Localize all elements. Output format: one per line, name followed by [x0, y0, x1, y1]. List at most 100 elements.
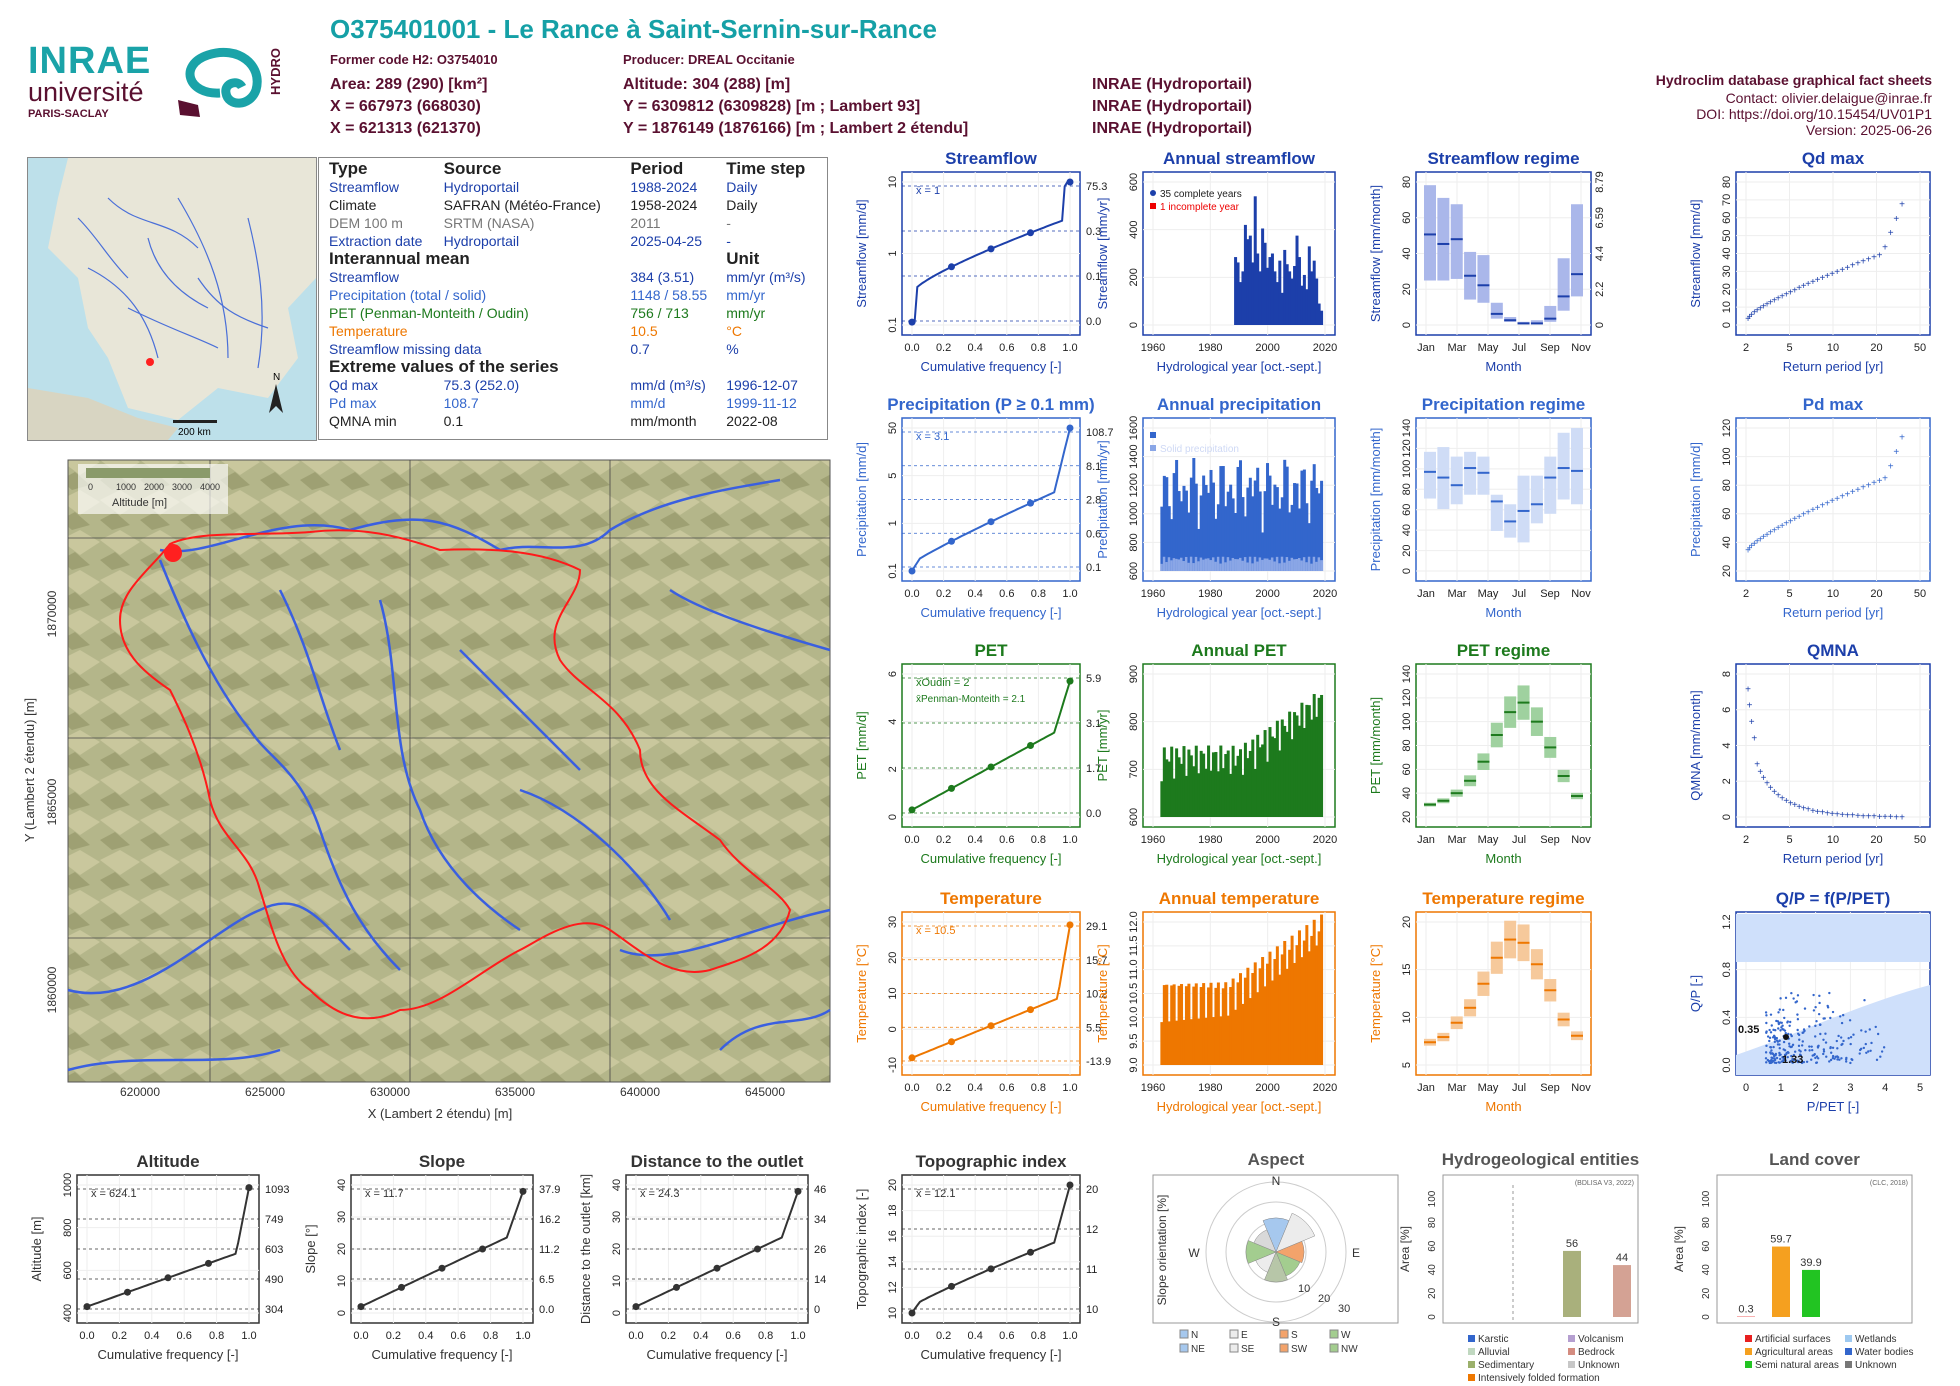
x-tick-label: Mar — [1448, 1082, 1467, 1094]
scatter-point — [1770, 1062, 1772, 1064]
mean-label: x̄ = 12.1 — [916, 1188, 955, 1200]
scatter-point — [1824, 1033, 1826, 1035]
y-axis-label: Area [%] — [1672, 1226, 1686, 1272]
y-tick-label: 0 — [1701, 1314, 1712, 1320]
y-axis-label: PET [mm/month] — [1368, 697, 1383, 794]
y-tick-label: 1 — [887, 520, 899, 526]
y-tick-label: 80 — [1721, 479, 1733, 491]
quantile-label: 304 — [265, 1304, 283, 1316]
scatter-point — [1859, 1052, 1861, 1054]
y-tick-label: 80 — [1401, 739, 1413, 751]
scatter-point — [1788, 1043, 1790, 1045]
legend-label: Solid precipitation — [1160, 444, 1239, 455]
y-tick-label: 9.5 — [1128, 1034, 1140, 1049]
legend-label: Intensively folded formation — [1478, 1373, 1600, 1384]
y-axis-label: Streamflow [mm/d] — [854, 199, 869, 307]
x-axis-label: Month — [1485, 359, 1521, 374]
y-tick-label: 100 — [1401, 712, 1413, 730]
iqr-box — [1464, 452, 1476, 495]
quantile-point — [909, 806, 916, 813]
chart-title: Annual streamflow — [1163, 149, 1316, 168]
legend-label: Agricultural areas — [1755, 1347, 1833, 1358]
scatter-point — [1777, 1043, 1779, 1045]
scatter-point — [1835, 1056, 1837, 1058]
y-tick-label: 0 — [1128, 322, 1140, 328]
scatter-point — [1814, 1006, 1816, 1008]
legend-swatch — [1230, 1330, 1238, 1338]
x-tick-label: 2000 — [1255, 342, 1279, 354]
y-tick-label: 40 — [336, 1179, 348, 1191]
scatter-point — [1860, 1048, 1862, 1050]
quantile-label: 37.9 — [539, 1184, 560, 1196]
bar-secondary — [1320, 560, 1323, 571]
x-tick-label: 10 — [1827, 588, 1839, 600]
scatter-point — [1860, 1029, 1862, 1031]
quantile-point — [988, 518, 995, 525]
scatter-point — [1790, 1033, 1792, 1035]
quantile-point — [909, 1054, 916, 1061]
y-tick-label: 8 — [1721, 671, 1733, 677]
quantile-point — [988, 245, 995, 252]
scatter-point — [1765, 1014, 1767, 1016]
scatter-point — [1864, 1030, 1866, 1032]
quantile-label: -13.9 — [1086, 1056, 1111, 1068]
y-tick-label: 30 — [336, 1211, 348, 1223]
legend-label: NW — [1341, 1344, 1358, 1355]
y-tick-label: 60 — [1721, 212, 1733, 224]
iqr-box — [1544, 457, 1556, 514]
scatter-point — [1814, 1025, 1816, 1027]
scatter-point — [1771, 1024, 1773, 1026]
quantile-label: 10 — [1086, 1304, 1098, 1316]
y-tick-label: 20 — [1401, 544, 1413, 556]
x-tick-label: Jan — [1417, 342, 1435, 354]
scatter-point — [1776, 1037, 1778, 1039]
scatter-point: + — [1899, 433, 1905, 444]
y-tick-label: 40 — [1401, 787, 1413, 799]
iqr-box — [1424, 185, 1436, 280]
y-axis-label: Altitude [m] — [29, 1216, 44, 1281]
scatter-point — [1804, 1049, 1806, 1051]
scatter-point — [1863, 999, 1865, 1001]
quantile-point — [205, 1260, 212, 1267]
chart-annual_pet: Annual PETHydrological year [oct.-sept.]… — [1095, 641, 1337, 866]
x-tick-label: 0.8 — [1031, 588, 1046, 600]
chart-altitude: AltitudeCumulative frequency [-]Altitude… — [29, 1152, 289, 1362]
bar-label: 0.3 — [1738, 1304, 1753, 1316]
chart-hydrogeol: Hydrogeological entities(BDLISA V3, 2022… — [1398, 1150, 1639, 1384]
scatter-point — [1801, 1044, 1803, 1046]
legend-swatch — [1180, 1344, 1188, 1352]
scatter-point — [1776, 1039, 1778, 1041]
scatter-point — [1814, 1057, 1816, 1059]
quantile-point — [1067, 921, 1074, 928]
x-tick-label: 1980 — [1198, 834, 1222, 846]
quantile-point — [1027, 1249, 1034, 1256]
chart-title: Topographic index — [916, 1152, 1067, 1171]
legend-swatch — [1745, 1361, 1752, 1368]
scatter-point — [1850, 1058, 1852, 1060]
x-tick-label: Mar — [1448, 588, 1467, 600]
mean-label: 1.33 — [1782, 1054, 1803, 1066]
legend-dot — [1150, 190, 1156, 196]
quantile-point — [714, 1265, 721, 1272]
scatter-point — [1823, 1050, 1825, 1052]
scatter-point — [1796, 1013, 1798, 1015]
y-tick-label: 0 — [1721, 322, 1733, 328]
legend-swatch — [1468, 1348, 1475, 1355]
scatter-point — [1869, 1028, 1871, 1030]
scatter-point — [1779, 1029, 1781, 1031]
y-tick-label: 40 — [1401, 247, 1413, 259]
quantile-point — [439, 1265, 446, 1272]
y-tick-label: 20 — [1401, 916, 1413, 928]
scatter-point — [1783, 1041, 1785, 1043]
x-tick-label: 0.4 — [968, 1082, 983, 1094]
x-tick-label: 0.0 — [904, 342, 919, 354]
x-tick-label: 10 — [1827, 342, 1839, 354]
x-tick-label: 1.0 — [1062, 342, 1077, 354]
y-tick-label: 11.0 — [1128, 959, 1140, 980]
x-tick-label: 1.0 — [1062, 1330, 1077, 1342]
x-axis-label: Month — [1485, 851, 1521, 866]
y-tick-label: 120 — [1401, 439, 1413, 457]
x-tick-label: Sep — [1540, 342, 1560, 354]
chart-title: Qd max — [1802, 149, 1865, 168]
y-tick-label: 140 — [1401, 665, 1413, 683]
